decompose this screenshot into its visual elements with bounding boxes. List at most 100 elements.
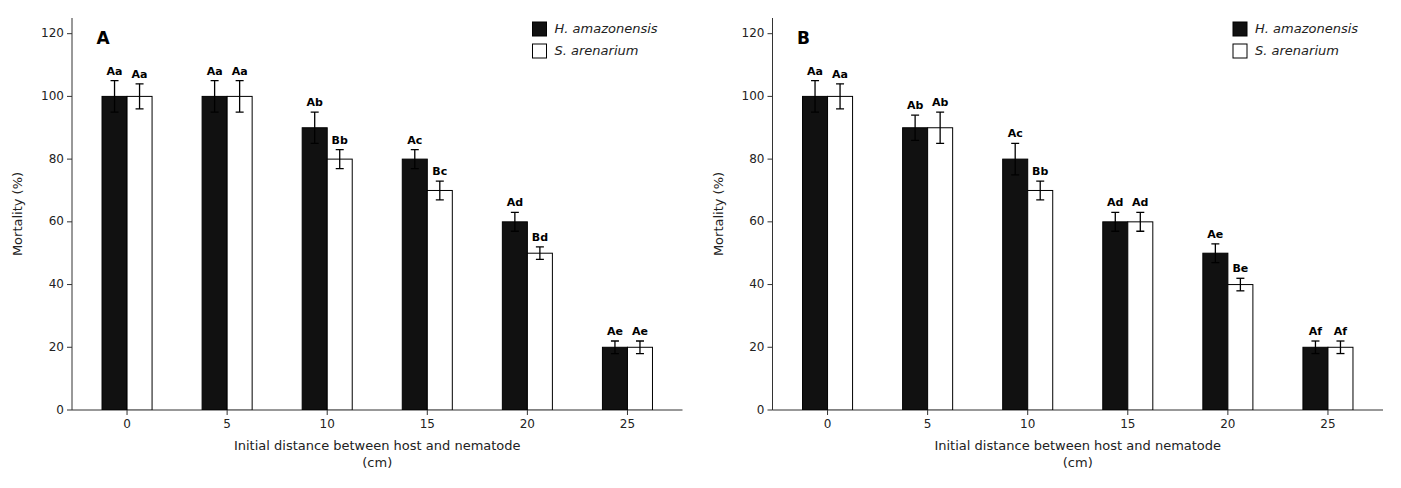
legend: H. amazonensisS. arenarium	[1233, 21, 1358, 59]
error-bar-stem	[839, 84, 840, 109]
bar	[602, 347, 627, 410]
y-tick	[768, 284, 773, 285]
x-tick-label: 20	[520, 417, 535, 431]
error-bar-stem	[1015, 143, 1016, 174]
error-bar-cap	[1036, 180, 1044, 181]
error-bar-cap	[511, 212, 519, 213]
error-bar-cap	[1111, 231, 1119, 232]
error-bar-cap	[211, 111, 219, 112]
bar	[427, 190, 452, 410]
annotation: Ad	[1107, 196, 1123, 209]
y-tick-label: 80	[749, 152, 764, 166]
error-bar-stem	[914, 115, 915, 140]
bar	[102, 96, 127, 410]
error-bar-stem	[939, 112, 940, 143]
y-tick-label: 120	[41, 26, 64, 40]
error-bar-cap	[1211, 262, 1219, 263]
bars	[102, 81, 652, 410]
y-tick-label: 60	[749, 214, 764, 228]
y-tick	[768, 96, 773, 97]
y-tick-label: 0	[56, 403, 64, 417]
bar	[202, 96, 227, 410]
error-bar-cap	[536, 246, 544, 247]
y-tick	[67, 96, 72, 97]
x-tick-label: 10	[1020, 417, 1035, 431]
error-bar-stem	[1040, 181, 1041, 200]
error-bar	[1236, 278, 1244, 291]
annotation: Ae	[607, 325, 623, 338]
bar	[1103, 222, 1128, 410]
error-bar-cap	[511, 231, 519, 232]
error-bar-cap	[536, 259, 544, 260]
bar	[903, 128, 928, 410]
bar	[1328, 347, 1353, 410]
annotations: AaAbAcAdAeAfAaAbBbAdBeAf	[807, 65, 1347, 338]
bar	[327, 159, 352, 410]
error-bar-stem	[814, 81, 815, 112]
annotation: Aa	[132, 68, 148, 81]
error-bar-cap	[936, 143, 944, 144]
annotation: Aa	[232, 65, 248, 78]
error-bar	[836, 84, 844, 109]
legend-label: S. arenarium	[1255, 43, 1339, 58]
legend-swatch	[533, 44, 547, 58]
bar	[302, 128, 327, 410]
annotation: Af	[1309, 325, 1323, 338]
x-tick-label: 25	[620, 417, 635, 431]
error-bar-cap	[1136, 231, 1144, 232]
y-tick-label: 40	[749, 277, 764, 291]
x-tick-label: 5	[924, 417, 932, 431]
x-tick	[627, 410, 628, 415]
error-bar-cap	[1011, 174, 1019, 175]
error-bar-cap	[936, 111, 944, 112]
x-tick	[927, 410, 928, 415]
x-tick	[1027, 410, 1028, 415]
error-bar	[536, 247, 544, 260]
y-tick	[768, 159, 773, 160]
annotation: Ab	[932, 96, 949, 109]
bar	[1228, 285, 1253, 410]
annotation: Aa	[807, 65, 823, 78]
annotation: Aa	[107, 65, 123, 78]
annotation: Ac	[407, 134, 422, 147]
error-bar-cap	[111, 80, 119, 81]
error-bar	[311, 112, 319, 143]
x-tick	[127, 410, 128, 415]
error-bar-cap	[636, 340, 644, 341]
error-bar	[636, 341, 644, 354]
panel-label: B	[797, 28, 810, 48]
x-tick-label: 15	[1120, 417, 1135, 431]
y-tick-label: 40	[49, 277, 64, 291]
error-bar-cap	[311, 143, 319, 144]
error-bar-cap	[811, 111, 819, 112]
error-bar-stem	[139, 84, 140, 109]
y-tick	[67, 284, 72, 285]
error-bar-cap	[436, 180, 444, 181]
error-bar-cap	[636, 353, 644, 354]
background	[0, 0, 1401, 488]
annotation: Ab	[307, 96, 324, 109]
x-tick-label: 10	[320, 417, 335, 431]
error-bar-stem	[514, 212, 515, 231]
error-bar-stem	[239, 81, 240, 112]
y-tick-label: 100	[742, 89, 765, 103]
bar	[803, 96, 828, 410]
error-bar-cap	[336, 168, 344, 169]
error-bar	[136, 84, 144, 109]
error-bar-stem	[1215, 244, 1216, 263]
error-bar-cap	[111, 111, 119, 112]
y-tick	[67, 221, 72, 222]
annotation: Ab	[907, 99, 924, 112]
error-bar-stem	[214, 81, 215, 112]
y-tick	[67, 347, 72, 348]
error-bar-cap	[1011, 143, 1019, 144]
error-bar	[1336, 341, 1344, 354]
error-bar	[811, 81, 819, 112]
legend-label: S. arenarium	[555, 43, 639, 58]
x-tick-label: 5	[223, 417, 231, 431]
annotation: Bc	[432, 165, 447, 178]
error-bar-cap	[1311, 353, 1319, 354]
error-bar-cap	[836, 83, 844, 84]
y-axis	[72, 18, 73, 410]
y-tick	[67, 410, 72, 411]
